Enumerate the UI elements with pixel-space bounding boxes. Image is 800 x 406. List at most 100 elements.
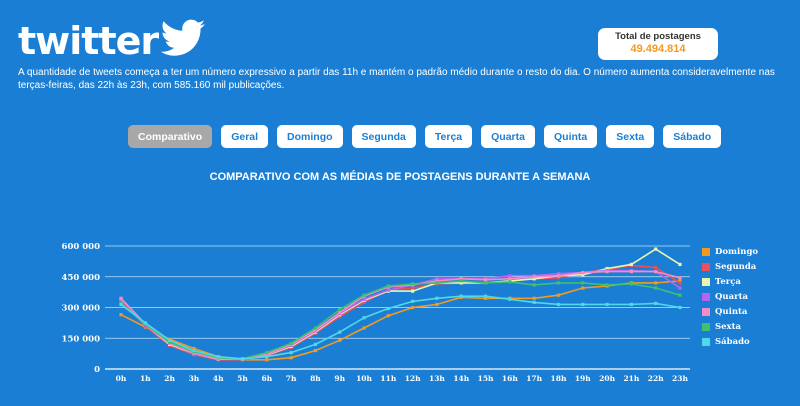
data-point xyxy=(265,358,269,362)
total-posts-card: Total de postagens 49.494.814 xyxy=(598,28,718,60)
data-point xyxy=(581,273,585,277)
x-tick-label: 11h xyxy=(380,374,396,383)
legend-label: Quinta xyxy=(715,306,748,317)
data-point xyxy=(265,352,269,356)
data-point xyxy=(435,277,439,281)
data-point xyxy=(459,294,463,298)
data-point xyxy=(678,281,682,285)
tab-quarta[interactable]: Quarta xyxy=(481,125,535,148)
legend-label: Sábado xyxy=(715,336,750,347)
data-point xyxy=(678,293,682,297)
y-tick-label: 600 000 xyxy=(62,242,101,252)
data-point xyxy=(338,330,342,334)
data-point xyxy=(556,293,561,297)
data-point xyxy=(508,297,512,301)
legend-item: Sábado xyxy=(702,334,758,349)
data-point xyxy=(192,346,196,351)
data-point xyxy=(386,306,390,311)
legend-item: Terça xyxy=(702,274,758,289)
data-point xyxy=(483,294,488,298)
data-point xyxy=(483,278,488,282)
x-tick-label: 8h xyxy=(310,374,321,383)
x-tick-label: 17h xyxy=(526,374,542,383)
legend-label: Sexta xyxy=(715,321,742,332)
data-point xyxy=(605,283,609,287)
data-point xyxy=(411,286,415,290)
data-point xyxy=(629,302,633,307)
data-point xyxy=(338,307,342,312)
data-point xyxy=(581,271,585,275)
data-point xyxy=(313,326,318,330)
series-line xyxy=(120,280,681,361)
x-tick-label: 2h xyxy=(164,374,175,383)
data-point xyxy=(119,296,123,300)
data-point xyxy=(338,338,342,342)
data-point xyxy=(289,341,293,345)
chart-legend: Domingo Segunda Terça Quarta Quinta Sexta Sába… xyxy=(702,244,758,349)
data-point xyxy=(143,321,147,325)
data-point xyxy=(556,281,561,285)
tab-terca[interactable]: Terça xyxy=(424,125,473,148)
data-point xyxy=(581,281,585,285)
data-point xyxy=(435,281,439,285)
x-tick-label: 5h xyxy=(237,374,248,383)
series-line xyxy=(120,270,681,361)
data-point xyxy=(459,277,463,281)
tab-domingo[interactable]: Domingo xyxy=(277,125,343,148)
series-line xyxy=(120,280,681,360)
series-line xyxy=(120,295,681,360)
tab-sabado[interactable]: Sábado xyxy=(663,125,722,148)
legend-swatch xyxy=(702,247,710,256)
data-point xyxy=(411,282,415,286)
legend-label: Terça xyxy=(715,276,741,287)
legend-item: Sexta xyxy=(702,319,758,334)
tab-comparativo[interactable]: Comparativo xyxy=(128,125,213,148)
data-point xyxy=(289,356,293,360)
series-line xyxy=(120,264,681,361)
data-point xyxy=(435,279,439,283)
tab-quinta[interactable]: Quinta xyxy=(543,125,598,148)
y-tick-label: 150 000 xyxy=(62,334,101,344)
data-point xyxy=(362,293,366,297)
legend-swatch xyxy=(702,262,710,271)
legend-swatch xyxy=(702,307,710,316)
x-tick-label: 4h xyxy=(213,374,224,383)
data-point xyxy=(532,277,536,281)
legend-swatch xyxy=(702,277,710,286)
x-tick-label: 1h xyxy=(140,374,151,383)
data-point xyxy=(386,314,390,318)
legend-label: Domingo xyxy=(715,246,759,257)
data-point xyxy=(654,265,658,270)
x-tick-label: 6h xyxy=(261,374,272,383)
legend-item: Domingo xyxy=(702,244,758,259)
data-point xyxy=(654,247,658,251)
data-point xyxy=(654,286,658,290)
data-point xyxy=(483,296,488,300)
total-posts-label: Total de postagens xyxy=(615,31,701,42)
data-point xyxy=(678,286,682,290)
data-point xyxy=(629,262,633,267)
twitter-bird-icon xyxy=(160,19,206,56)
data-point xyxy=(119,313,123,317)
y-tick-label: 0 xyxy=(94,365,100,375)
x-tick-label: 14h xyxy=(453,374,469,383)
tab-segunda[interactable]: Segunda xyxy=(351,125,416,148)
data-point xyxy=(411,305,415,310)
data-point xyxy=(678,305,682,310)
total-posts-value: 49.494.814 xyxy=(630,43,686,55)
tab-geral[interactable]: Geral xyxy=(221,125,269,148)
x-tick-label: 20h xyxy=(599,374,615,383)
x-tick-label: 23h xyxy=(672,374,688,383)
data-point xyxy=(265,355,269,359)
tab-sexta[interactable]: Sexta xyxy=(606,125,655,148)
data-point xyxy=(168,338,172,342)
data-point xyxy=(556,302,561,307)
data-point xyxy=(508,280,512,284)
data-point xyxy=(556,272,561,276)
y-tick-label: 450 000 xyxy=(62,273,101,283)
x-tick-label: 16h xyxy=(502,374,518,383)
data-point xyxy=(556,276,561,280)
x-tick-label: 10h xyxy=(356,374,372,383)
data-point xyxy=(313,342,318,346)
data-point xyxy=(654,270,658,274)
